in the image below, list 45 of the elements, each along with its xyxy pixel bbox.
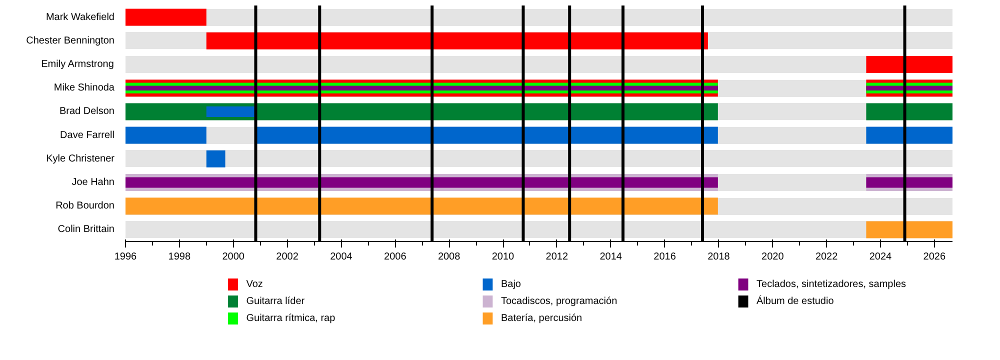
legend-label: Batería, percusión [500,313,582,324]
legend-label: Teclados, sintetizadores, samples [756,279,906,290]
x-tick-label: 2022 [815,252,838,262]
x-tick-label: 2004 [330,252,353,262]
legend-label: Guitarra líder [246,296,306,307]
x-tick-label: 2000 [222,252,245,262]
x-tick-label: 2012 [546,252,568,262]
y-tick-label: Rob Bourdon [56,200,115,212]
bar [866,103,952,120]
bar [126,103,718,120]
y-tick-label: Brad Delson [59,106,114,118]
bar [206,150,226,168]
x-tick-label: 2008 [438,252,461,262]
x-tick-label: 2010 [492,252,515,262]
x-tick-label: 2016 [654,252,676,262]
bar [866,56,952,73]
bar [256,126,718,144]
legend-label: Guitarra rítmica, rap [246,313,336,324]
legend-label: Álbum de estudio [756,295,834,307]
y-tick-label: Colin Brittain [58,224,115,236]
bar [126,198,718,215]
bar [866,221,952,238]
bar [206,32,708,50]
legend-label: Voz [246,279,263,290]
y-tick-label: Joe Hahn [72,177,115,188]
x-tick-label: 2024 [869,252,892,262]
legend-label: Bajo [500,279,522,290]
bar [866,126,952,144]
bar [126,8,206,26]
y-tick-label: Chester Bennington [26,35,115,46]
x-tick-label: 2014 [600,252,622,262]
bar [126,126,206,144]
x-tick-label: 1996 [114,252,138,262]
x-tick-label: 2002 [276,252,299,262]
x-tick-label: 2020 [762,252,784,262]
y-tick-label: Mike Shinoda [54,82,115,94]
y-tick-label: Dave Farrell [60,130,115,141]
legend-label: Tocadiscos, programación [500,296,618,307]
x-tick-label: 2026 [923,252,946,262]
y-tick-label: Mark Wakefield [46,12,115,23]
x-tick-label: 1998 [168,252,191,262]
y-tick-label: Emily Armstrong [41,59,114,70]
x-tick-label: 2006 [384,252,407,262]
x-tick-label: 2018 [708,252,730,262]
y-tick-label: Kyle Christener [46,153,116,164]
